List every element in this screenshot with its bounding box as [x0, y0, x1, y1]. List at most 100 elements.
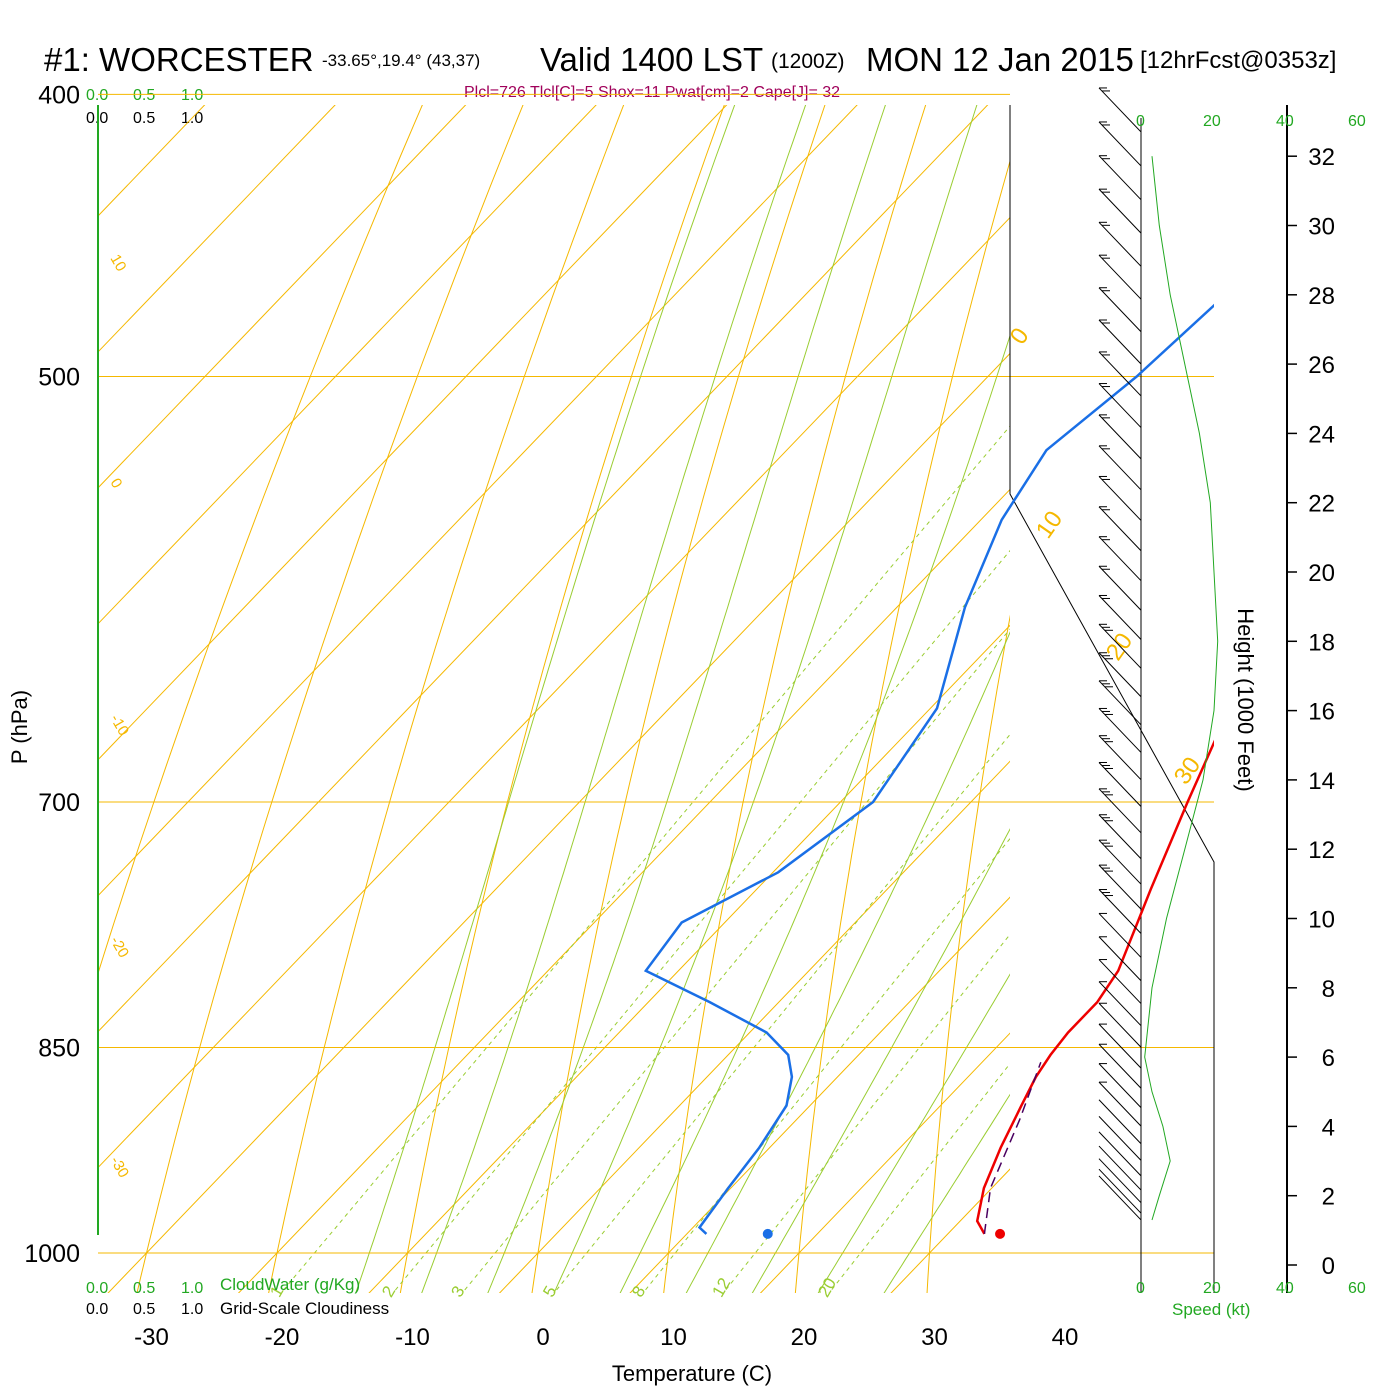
wind-barb-shaft: [1098, 1099, 1142, 1145]
isotherm-label: 0: [1005, 323, 1035, 349]
isotherm: [0, 0, 313, 1315]
mixing-ratio-label: 20: [814, 1274, 840, 1300]
isotherm: [98, 105, 206, 217]
wind-barb: [1098, 254, 1142, 300]
wind-barb-shaft: [1098, 1145, 1142, 1191]
wind-barb: [1098, 981, 1142, 1027]
height-tick-label: 14: [1308, 768, 1335, 795]
dry-adiabat: [794, 159, 1010, 1293]
wind-barb-shaft: [1098, 1168, 1142, 1214]
wind-barb-shaft: [1098, 351, 1142, 397]
wind-barb-shaft: [1098, 959, 1142, 1004]
pressure-ticks: 2503004005007008501000: [24, 81, 80, 1268]
wind-barb-shaft: [1098, 221, 1142, 267]
temperature-line: [975, 739, 1214, 1235]
isotherm: [98, 105, 989, 1033]
wind-barb-shaft: [1098, 864, 1142, 910]
wind-barb: [1098, 959, 1142, 1004]
isotherm: [1131, 0, 1400, 1315]
wind-barb-shaft: [1098, 1116, 1142, 1161]
cloudwater-tick: 0.0: [86, 87, 108, 104]
pressure-tick-label: 400: [38, 81, 80, 109]
station-coords: -33.65°,19.4° (43,37): [322, 51, 480, 70]
wind-barb: [1098, 680, 1142, 726]
wind-barb: [1098, 414, 1142, 460]
cloudiness-label: Grid-Scale Cloudiness: [220, 1299, 389, 1318]
mixing-ratio-line: [461, 628, 1010, 1293]
height-tick-label: 30: [1308, 214, 1335, 241]
wind-barb: [1098, 87, 1142, 133]
wind-barb: [1098, 1158, 1142, 1204]
wind-barb-shaft: [1098, 476, 1142, 521]
dry-adiabat: [136, 105, 524, 1293]
x-tick-label: 40: [1052, 1324, 1079, 1351]
pressure-tick-label: 700: [38, 789, 80, 817]
x-tick-label: 20: [791, 1324, 818, 1351]
valid-time: Valid 1400 LST: [540, 41, 763, 78]
moist-adiabat: [553, 105, 978, 1293]
mixing-ratio-line: [722, 933, 1010, 1293]
isotherm-label: -10: [107, 712, 133, 739]
surface-dewpoint-marker: [762, 1228, 773, 1239]
profiles: [643, 303, 1214, 1239]
cloudwater-tick: 0.0: [86, 1280, 108, 1297]
height-tick-label: 22: [1308, 491, 1335, 518]
speed-tick: 0: [1136, 113, 1145, 130]
speed-tick: 20: [1203, 1280, 1221, 1297]
height-tick-label: 12: [1308, 837, 1335, 864]
x-tick-label: -10: [395, 1324, 430, 1351]
height-tick-label: 16: [1308, 699, 1335, 726]
cloudiness-tick: 0.0: [86, 1301, 108, 1318]
wind-barb: [1098, 594, 1142, 640]
moist-adiabat: [355, 105, 736, 1293]
wind-barb: [1098, 889, 1142, 934]
height-tick-label: 18: [1308, 629, 1335, 656]
mixing-ratio-label: 3: [447, 1283, 468, 1301]
wind-barb: [1098, 319, 1142, 365]
height-tick-label: 28: [1308, 283, 1335, 310]
wind-barb-shaft: [1098, 762, 1142, 807]
mixing-ratio-label: 8: [628, 1283, 649, 1301]
isotherm: [629, 896, 1010, 1293]
isotherm: [107, 352, 1010, 1293]
isotherm: [890, 1168, 1010, 1293]
dry-adiabat: [399, 105, 725, 1293]
wind-barb-shaft: [1098, 595, 1142, 640]
wind-barb-shaft: [1098, 814, 1142, 860]
wind-barb-shaft: [1098, 652, 1142, 698]
wind-barb-shaft: [1098, 1043, 1142, 1089]
wind-speed-profile: [1144, 156, 1219, 1221]
speed-tick: 0: [1136, 1280, 1145, 1297]
isotherm: [98, 105, 597, 625]
moist-adiabat: [619, 334, 1010, 1293]
wind-barb: [1098, 155, 1142, 201]
height-tick-label: 24: [1308, 421, 1335, 448]
x-tick-label: -20: [265, 1324, 300, 1351]
dry-adiabat: [98, 105, 423, 975]
cloudwater-tick: 0.5: [133, 1280, 155, 1297]
wind-barb-shaft: [1098, 981, 1142, 1027]
station-title: #1: WORCESTER: [44, 41, 314, 78]
isotherm: [368, 624, 1010, 1293]
x-tick-label: -30: [134, 1324, 169, 1351]
dry-adiabat: [926, 614, 1010, 1293]
zulu-time: (1200Z): [771, 50, 845, 73]
wind-barb-shaft: [1098, 1175, 1142, 1221]
dry-adiabat: [1190, 0, 1400, 1315]
speed-label: Speed (kt): [1172, 1300, 1250, 1319]
wind-barb-shaft: [1098, 889, 1142, 934]
dry-adiabat: [268, 105, 625, 1293]
moist-adiabat: [817, 973, 1010, 1293]
wind-barb-shaft: [1098, 445, 1142, 491]
isotherm: [0, 0, 574, 1315]
wind-barb: [1098, 707, 1142, 753]
cloudwater-tick: 0.5: [133, 87, 155, 104]
isotherm-label: 0: [107, 476, 126, 492]
top-scales: 0.0 0.5 1.0 0.0 0.5 1.0: [86, 87, 203, 127]
isotherm: [98, 105, 467, 489]
wind-barb: [1098, 839, 1142, 885]
height-tick-label: 10: [1308, 907, 1335, 934]
dry-adiabat: [663, 105, 927, 1293]
